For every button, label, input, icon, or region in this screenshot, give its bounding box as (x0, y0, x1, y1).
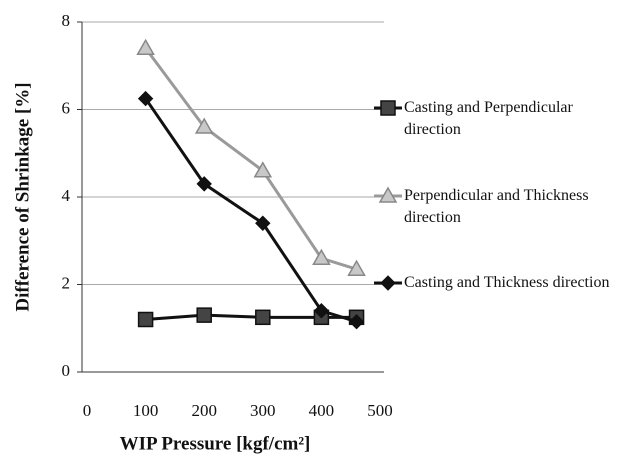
y-tick-label: 8 (62, 11, 71, 30)
marker (313, 303, 330, 319)
legend-label: Perpendicular and Thickness direction (404, 187, 589, 226)
x-tick-label: 200 (191, 401, 217, 420)
x-axis-title: WIP Pressure [kgf/cm²] (120, 433, 311, 454)
y-axis-title: Difference of Shrinkage [%] (12, 82, 33, 311)
legend-label: Casting and Thickness direction (404, 274, 610, 291)
marker (137, 90, 154, 107)
y-tick-label: 2 (62, 273, 71, 292)
series-line (144, 47, 358, 271)
marker (137, 311, 154, 328)
x-tick-label: 300 (250, 401, 276, 420)
marker (196, 176, 212, 192)
marker (194, 117, 214, 134)
y-tick-label: 0 (62, 361, 71, 380)
marker (312, 248, 331, 265)
x-tick-label: 0 (83, 401, 92, 420)
marker (255, 309, 271, 326)
marker (380, 275, 396, 291)
y-tick-label: 4 (62, 186, 71, 205)
marker (380, 100, 396, 116)
x-tick-label: 100 (133, 401, 159, 420)
x-tick-label: 500 (367, 401, 393, 420)
marker (348, 313, 365, 330)
marker (253, 161, 273, 178)
marker (378, 186, 398, 203)
marker (196, 307, 212, 323)
x-tick-label: 400 (309, 401, 335, 420)
marker (136, 38, 155, 55)
marker (255, 215, 271, 231)
marker (347, 259, 366, 276)
legend-label: Casting and Perpendicular direction (404, 99, 573, 138)
y-tick-label: 6 (62, 98, 71, 117)
series-line (144, 97, 358, 324)
